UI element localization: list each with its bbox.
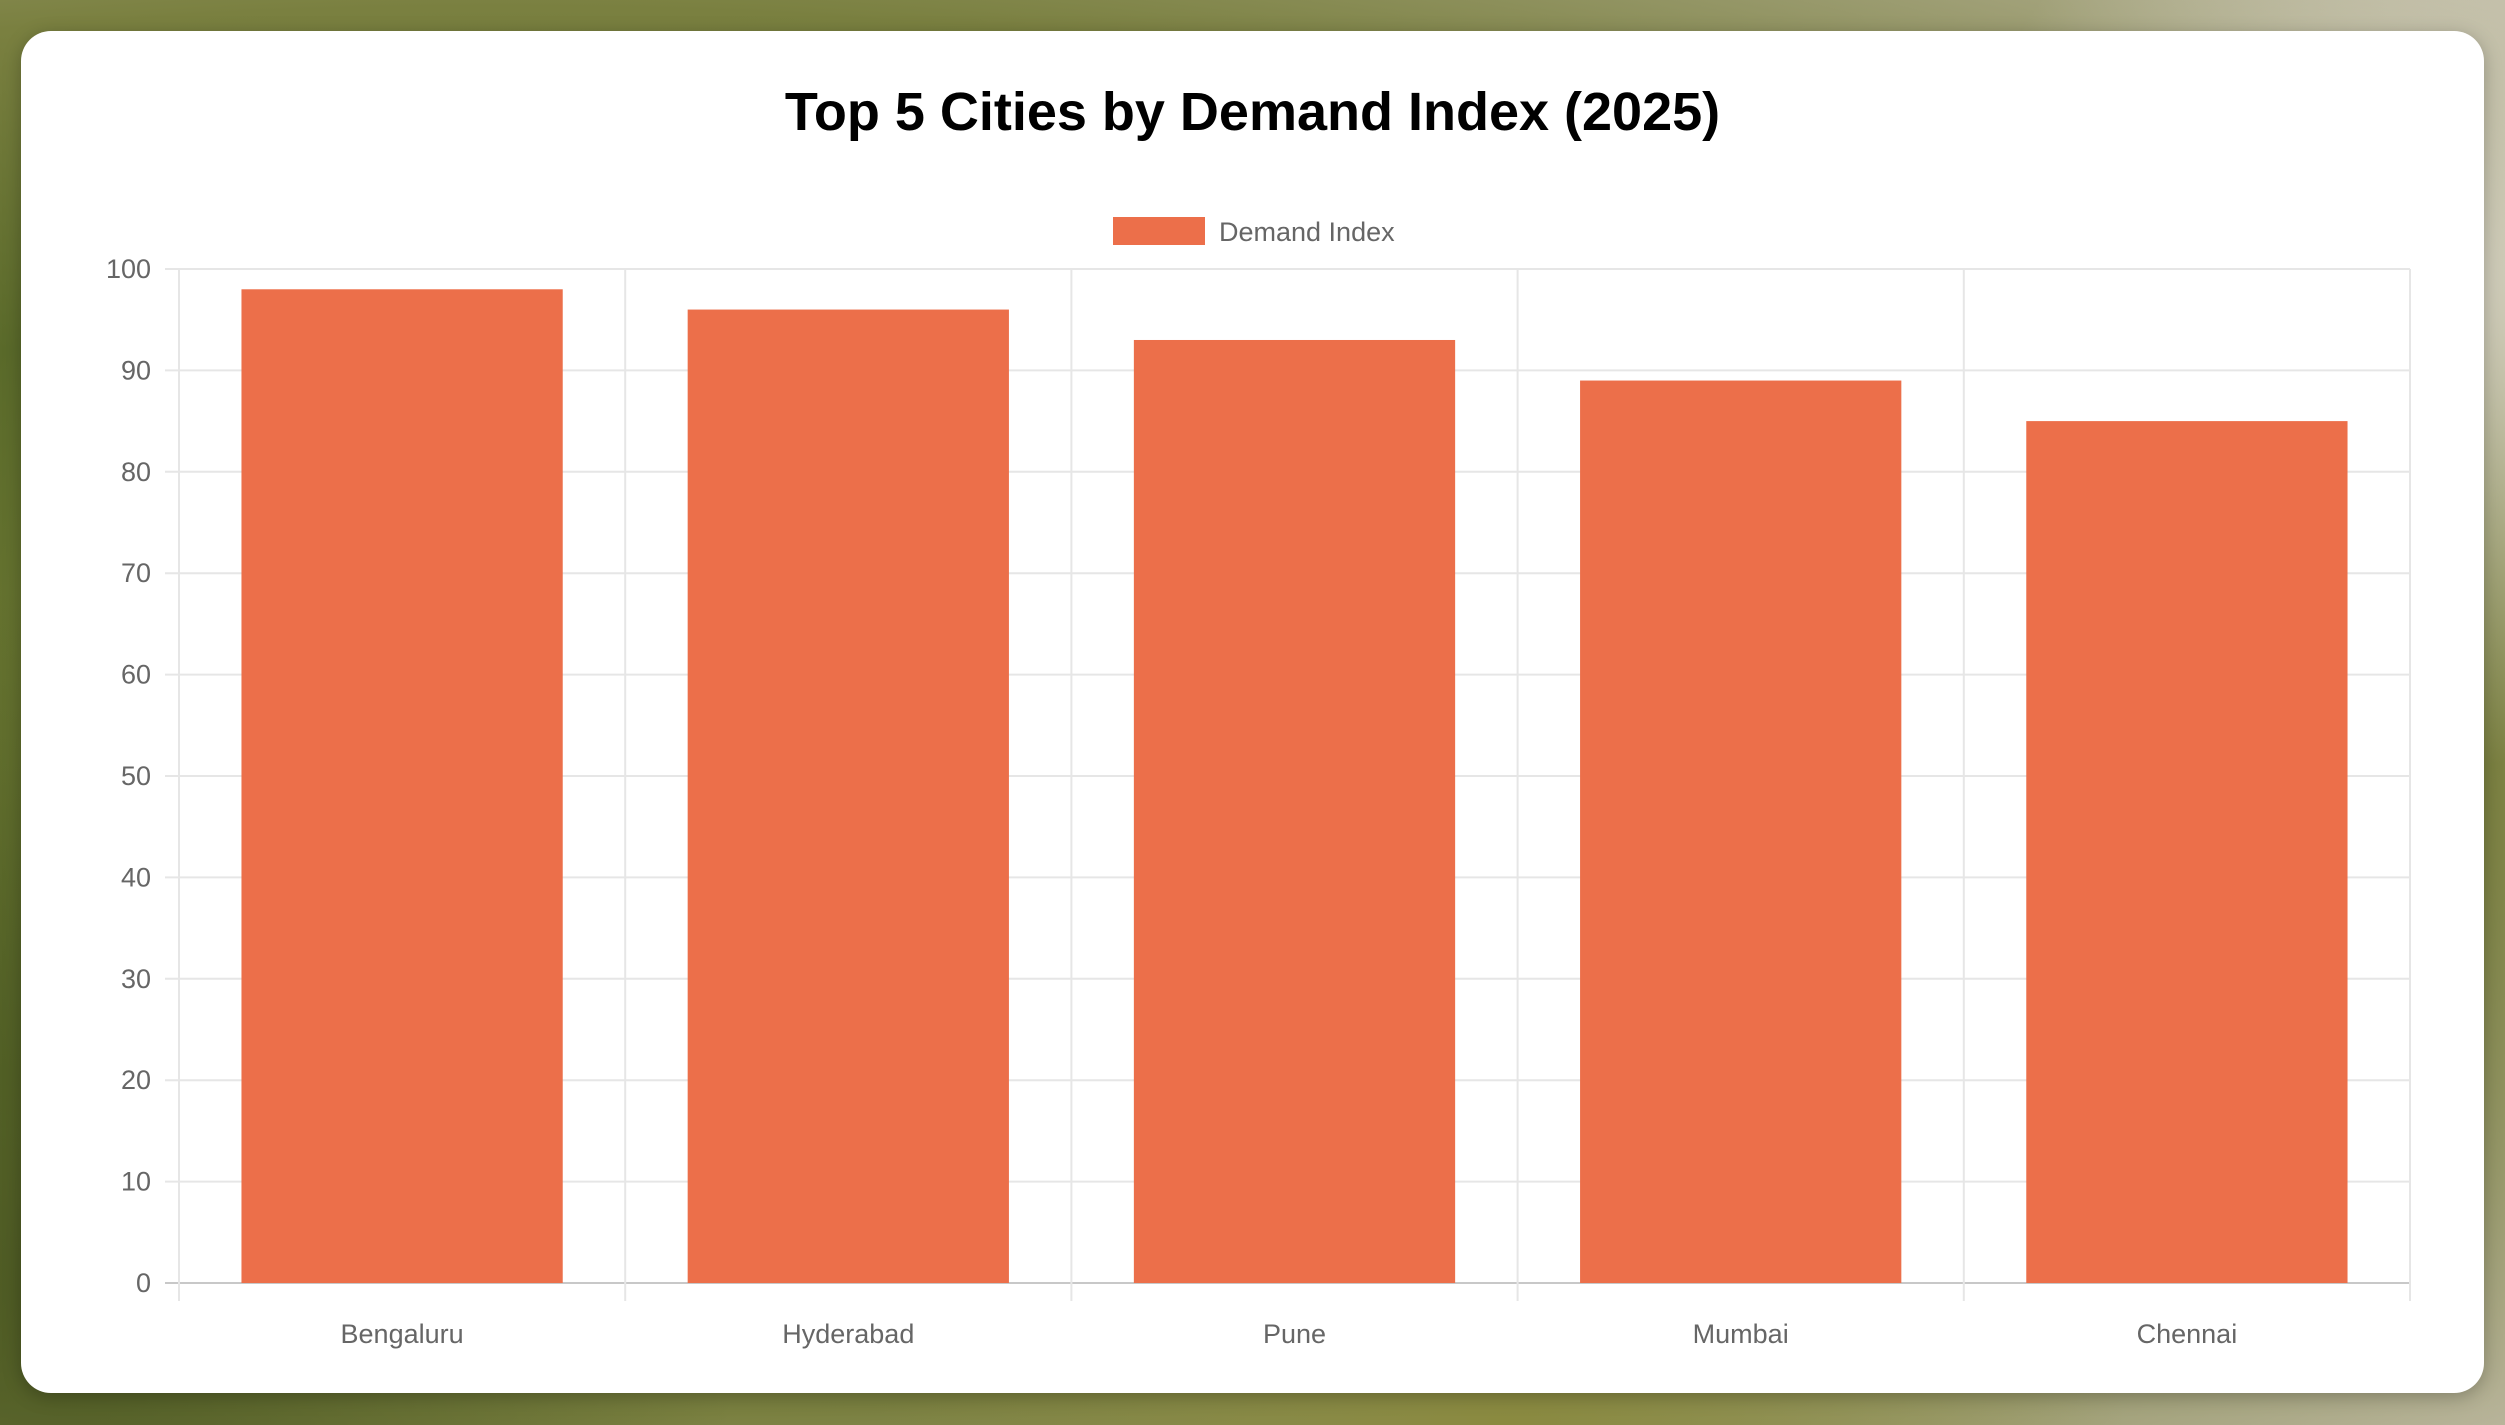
y-tick-label: 40 [121, 862, 151, 892]
y-tick-label: 80 [121, 457, 151, 487]
y-tick-label: 20 [121, 1065, 151, 1095]
y-tick-label: 0 [136, 1268, 151, 1298]
bar-pune[interactable] [1133, 339, 1456, 1284]
chart-title: Top 5 Cities by Demand Index (2025) [784, 82, 1721, 142]
chart-card: Top 5 Cities by Demand Index (2025) 0 10 2… [21, 31, 2484, 1393]
bar-chart: 0 10 20 30 40 50 60 70 80 90 100 Bengaluru Hyderabad… [106, 217, 2411, 1349]
y-tick-label: 10 [121, 1167, 151, 1197]
axes: 0 10 20 30 40 50 60 70 80 90 100 Bengaluru Hyderabad… [106, 254, 2237, 1349]
bar-mumbai[interactable] [1580, 380, 1902, 1283]
y-tick-label: 90 [121, 355, 151, 385]
x-tick-label: Bengaluru [341, 1319, 464, 1349]
legend[interactable]: Demand Index [1113, 217, 1395, 247]
x-tick-label: Chennai [2137, 1319, 2238, 1349]
y-tick-label: 30 [121, 964, 151, 994]
y-tick-label: 60 [121, 660, 151, 690]
legend-swatch[interactable] [1113, 217, 1205, 245]
bar-hyderabad[interactable] [687, 309, 1009, 1283]
y-tick-label: 100 [106, 254, 151, 284]
x-tick-label: Pune [1263, 1319, 1326, 1349]
y-tick-label: 70 [121, 558, 151, 588]
bar-bengaluru[interactable] [241, 289, 563, 1283]
x-tick-label: Hyderabad [782, 1319, 914, 1349]
x-tick-label: Mumbai [1693, 1319, 1789, 1349]
legend-label[interactable]: Demand Index [1219, 217, 1395, 247]
bars [241, 289, 2348, 1284]
y-tick-label: 50 [121, 761, 151, 791]
bar-chennai[interactable] [2026, 421, 2348, 1284]
